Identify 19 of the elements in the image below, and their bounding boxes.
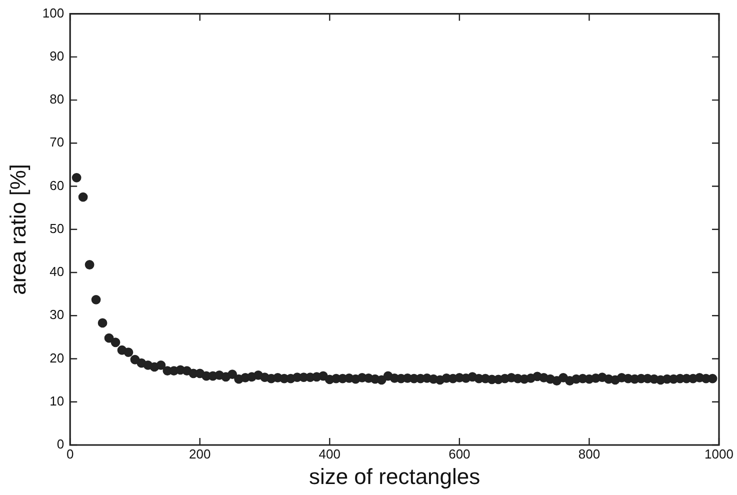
y-tick-label: 80	[50, 92, 64, 107]
y-tick-label: 90	[50, 48, 64, 64]
y-axis-title: area ratio [%]	[5, 164, 30, 295]
y-tick-label: 10	[50, 393, 64, 408]
y-tick-label: 70	[50, 134, 64, 150]
x-tick-label: 0	[66, 446, 74, 462]
y-tick-label: 40	[50, 264, 64, 280]
x-tick-label: 800	[578, 446, 600, 462]
x-tick-label: 400	[318, 446, 341, 462]
x-tick-label: 600	[448, 446, 470, 462]
x-axis-title: size of rectangles	[308, 464, 480, 489]
y-tick-label: 60	[50, 178, 64, 193]
x-tick-label: 200	[189, 446, 211, 462]
x-tick-label: 1000	[704, 446, 734, 462]
y-tick-label: 50	[50, 220, 64, 236]
y-tick-label: 20	[50, 350, 64, 366]
y-tick-label: 100	[42, 5, 64, 20]
y-tick-label: 0	[56, 436, 64, 452]
y-tick-label: 30	[50, 307, 64, 322]
